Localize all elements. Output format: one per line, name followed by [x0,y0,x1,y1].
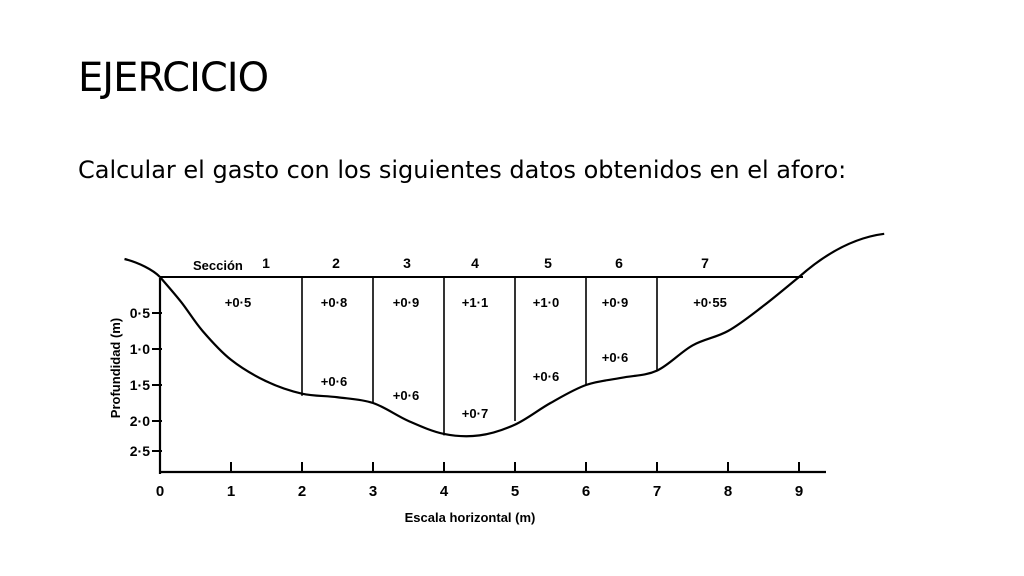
y-tick-label-3: 2·0 [130,413,150,429]
x-tick-label-5: 5 [511,483,519,500]
measurement-verticals [301,277,658,436]
slide-body-text: Calcular el gasto con los siguientes dat… [78,156,847,184]
x-axis-label: Escala horizontal (m) [405,510,536,525]
x-tick-label-3: 3 [369,483,377,500]
x-tick-label-1: 1 [227,483,235,500]
left-bank [124,257,161,278]
bottom-velocity-4: +0·7 [462,406,488,421]
top-velocity-5: +1·0 [533,295,559,310]
section-label-7: 7 [701,255,709,271]
riverbed-profile [159,276,800,438]
bottom-velocity-6: +0·6 [602,350,628,365]
x-tick-label-8: 8 [724,483,732,500]
y-tick-label-2: 1·5 [130,377,150,393]
top-velocity-3: +0·9 [393,295,419,310]
x-tick-label-6: 6 [582,483,590,500]
section-label-2: 2 [332,255,340,271]
top-velocity-4: +1·1 [462,295,488,310]
top-velocity-2: +0·8 [321,295,347,310]
section-labels: 1 2 3 4 5 6 7 [262,255,709,271]
x-tick-label-9: 9 [795,483,803,500]
section-label-1: 1 [262,255,270,271]
x-tick-label-7: 7 [653,483,661,500]
right-bank [798,232,885,278]
y-tick-label-4: 2·5 [130,443,150,459]
x-tick-label-2: 2 [298,483,306,500]
y-axis-ticks: 0·5 1·0 1·5 2·0 2·5 [130,305,162,459]
x-tick-label-4: 4 [440,483,449,500]
section-label-4: 4 [471,255,479,271]
slide-title: EJERCICIO [78,55,269,101]
bottom-velocity-2: +0·6 [321,374,347,389]
velocity-labels: +0·5 +0·8 +0·6 +0·9 +0·6 +1·1 +0·7 +1·0 +0·6 +0·9… [225,295,727,421]
top-velocity-7: +0·55 [693,295,727,310]
x-tick-label-0: 0 [156,483,164,500]
bottom-velocity-3: +0·6 [393,388,419,403]
bottom-velocity-5: +0·6 [533,369,559,384]
section-label-3: 3 [403,255,411,271]
top-velocity-1: +0·5 [225,295,251,310]
x-axis-ticks: 0 1 2 3 4 5 6 7 8 9 [156,462,803,500]
y-axis-label: Profundidad (m) [108,318,123,418]
y-tick-label-0: 0·5 [130,305,150,321]
y-tick-label-1: 1·0 [130,341,150,357]
section-label-prefix: Sección [193,258,243,273]
top-velocity-6: +0·9 [602,295,628,310]
section-label-6: 6 [615,255,623,271]
section-label-5: 5 [544,255,552,271]
